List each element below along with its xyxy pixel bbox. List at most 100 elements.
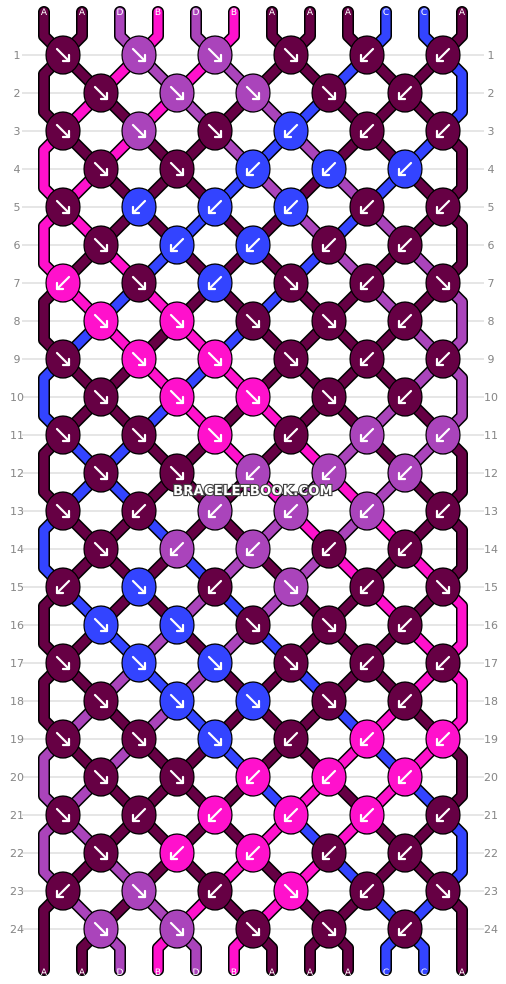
arrow-head-icon [321, 243, 331, 253]
arrow-icon [131, 47, 147, 63]
arrow-head-icon [213, 357, 223, 367]
arrow-head-icon [397, 699, 407, 709]
arrow-head-icon [99, 395, 109, 405]
knot [349, 339, 385, 379]
arrow-head-icon [327, 623, 337, 633]
arrow-icon [283, 123, 299, 139]
arrow-head-icon [245, 243, 255, 253]
arrow-head-icon [397, 243, 407, 253]
knot [387, 833, 423, 873]
knot [349, 35, 385, 75]
knot [121, 111, 157, 151]
knot [159, 149, 195, 189]
knot [83, 909, 119, 949]
knot [45, 719, 81, 759]
arrow-head-icon [321, 851, 331, 861]
arrow-head-icon [251, 395, 261, 405]
string-label-bottom: A [41, 968, 48, 978]
arrow-head-icon [435, 813, 445, 823]
knot [387, 453, 423, 493]
row-label-left: 19 [10, 733, 24, 746]
arrow-head-icon [327, 699, 337, 709]
arrow-head-icon [327, 395, 337, 405]
arrow-head-icon [137, 433, 147, 443]
arrow-head-icon [175, 167, 185, 177]
knot [45, 643, 81, 683]
knot [45, 339, 81, 379]
knot [121, 187, 157, 227]
knot [83, 377, 119, 417]
knot [273, 795, 309, 835]
arrow-head-icon [207, 281, 217, 291]
arrow-head-icon [397, 395, 407, 405]
arrow-head-icon [99, 167, 109, 177]
arrow-icon [435, 579, 451, 595]
knot [45, 415, 81, 455]
knot [121, 35, 157, 75]
arrow-head-icon [61, 661, 71, 671]
arrow-icon [93, 85, 109, 101]
knot [425, 187, 461, 227]
knot [235, 377, 271, 417]
arrow-icon [321, 313, 337, 329]
arrow-icon [435, 731, 451, 747]
arrow-icon [131, 579, 147, 595]
knot [197, 795, 233, 835]
arrow-head-icon [61, 205, 71, 215]
arrow-icon [55, 731, 71, 747]
row-label-right: 9 [488, 353, 495, 366]
arrow-head-icon [435, 357, 445, 367]
arrow-icon [397, 693, 413, 709]
knot [235, 833, 271, 873]
knot [273, 263, 309, 303]
arrow-head-icon [441, 889, 451, 899]
arrow-icon [359, 655, 375, 671]
arrow-icon [169, 845, 185, 861]
arrow-icon [169, 389, 185, 405]
thread-A [39, 7, 467, 975]
arrow-head-icon [327, 319, 337, 329]
arrow-head-icon [99, 775, 109, 785]
arrow-head-icon [99, 699, 109, 709]
arrow-head-icon [321, 547, 331, 557]
arrow-head-icon [435, 129, 445, 139]
arrow-icon [435, 883, 451, 899]
arrow-head-icon [435, 661, 445, 671]
row-label-right: 2 [488, 87, 495, 100]
knot [159, 73, 195, 113]
arrow-icon [397, 237, 413, 253]
arrow-head-icon [55, 281, 65, 291]
row-label-right: 13 [484, 505, 498, 518]
arrow-icon [321, 85, 337, 101]
watermark: BRACELETBOOK.COM [173, 484, 333, 499]
arrow-head-icon [175, 775, 185, 785]
arrow-head-icon [207, 205, 217, 215]
arrow-icon [435, 47, 451, 63]
knot [159, 453, 195, 493]
arrow-icon [359, 275, 375, 291]
arrow-head-icon [359, 53, 369, 63]
knot [311, 681, 347, 721]
row-label-left: 2 [14, 87, 21, 100]
arrow-icon [245, 85, 261, 101]
arrow-head-icon [397, 319, 407, 329]
arrow-head-icon [397, 927, 407, 937]
arrow-head-icon [99, 471, 109, 481]
arrow-head-icon [397, 623, 407, 633]
arrow-icon [321, 161, 337, 177]
arrow-icon [131, 123, 147, 139]
arrow-icon [435, 503, 451, 519]
arrow-icon [359, 731, 375, 747]
knot [273, 567, 309, 607]
knot [311, 909, 347, 949]
knot [121, 491, 157, 531]
arrow-icon [435, 275, 451, 291]
thread-A [39, 7, 467, 975]
row-label-right: 17 [484, 657, 498, 670]
arrow-head-icon [435, 433, 445, 443]
arrow-head-icon [137, 357, 147, 367]
arrow-icon [55, 275, 71, 291]
arrow-icon [397, 541, 413, 557]
knot [121, 339, 157, 379]
